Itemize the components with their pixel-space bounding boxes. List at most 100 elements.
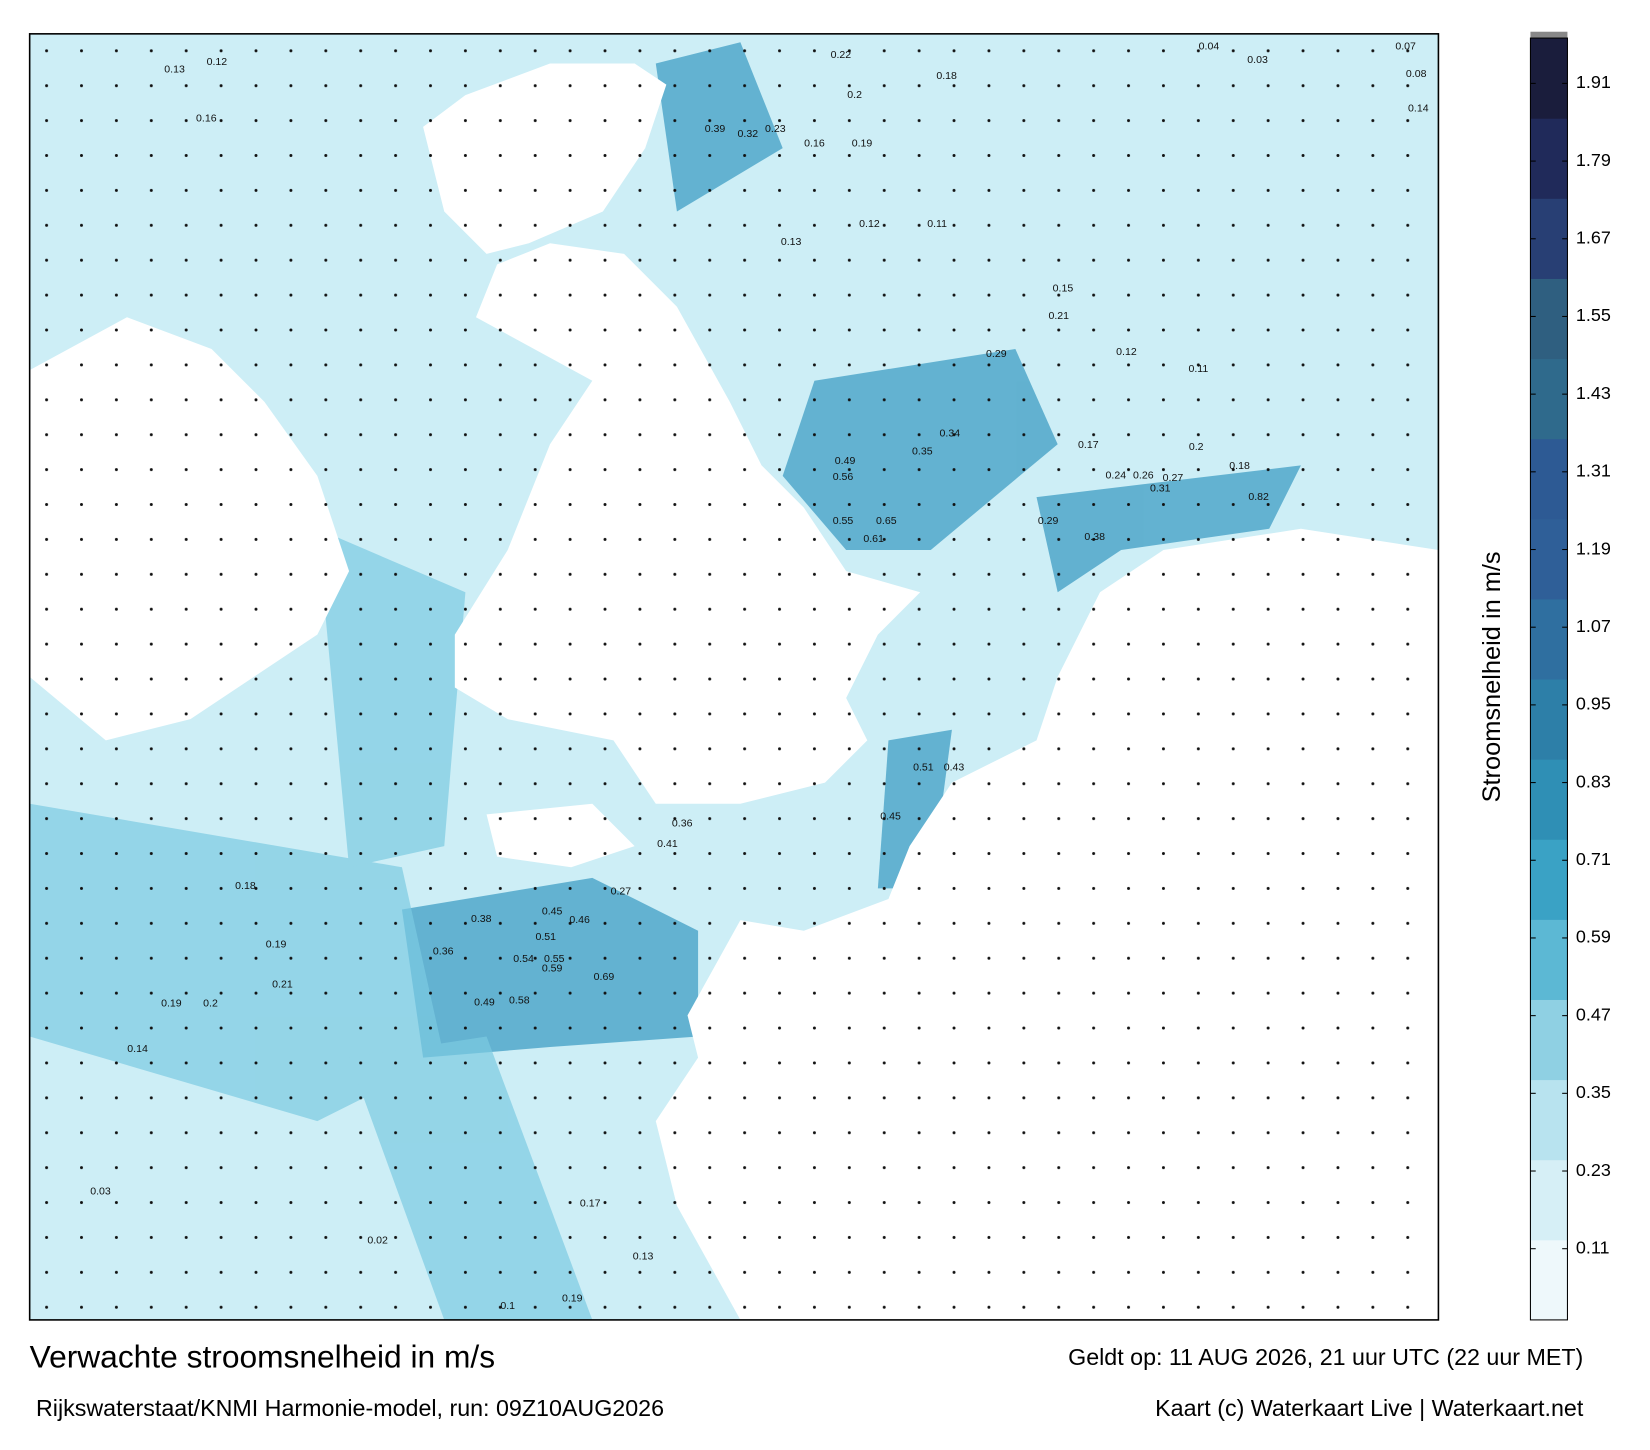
current-label: 0.27: [1163, 472, 1184, 484]
current-label: 0.24: [1106, 470, 1127, 482]
colorbar: 0.11 0.23 0.35 0.47 0.59 0.71 0.83 0.95 1.07 1.19…: [1529, 31, 1611, 1321]
current-label: 0.11: [927, 218, 947, 230]
colorbar-band: [1530, 38, 1568, 119]
colorbar-band: [1530, 999, 1568, 1081]
current-label: 0.55: [544, 953, 565, 965]
colorbar-band: [1530, 198, 1568, 279]
colorbar-band: [1530, 759, 1568, 840]
colorbar-tick-label: 1.31: [1576, 461, 1611, 481]
colorbar-band: [1530, 118, 1568, 199]
colorbar-band: [1530, 1239, 1568, 1321]
current-label: 0.13: [781, 236, 802, 248]
current-label: 0.23: [765, 123, 786, 135]
colorbar-tick-label: 1.91: [1576, 72, 1611, 92]
current-label: 0.19: [266, 938, 287, 950]
colorbar-tick-label: 0.95: [1576, 694, 1611, 714]
current-label: 0.56: [833, 471, 854, 483]
current-label: 0.51: [913, 762, 934, 774]
colorbar-band: [1530, 518, 1568, 600]
map-frame: [28, 33, 1440, 1321]
colorbar-tick-label: 1.43: [1576, 383, 1611, 403]
current-label: 0.17: [580, 1197, 601, 1209]
current-label: 0.2: [1189, 441, 1204, 453]
current-label: 0.02: [367, 1234, 388, 1246]
colorbar-tick-label: 0.23: [1576, 1160, 1611, 1180]
colorbar-frame: [1529, 37, 1568, 1321]
current-label: 0.19: [852, 138, 873, 150]
map: 0.22 0.18 0.2 0.39 0.32 0.23 0.16 0.19 0.12 0.11 0…: [29, 33, 1439, 1320]
colorbar-tick-label: 1.19: [1576, 538, 1611, 558]
colorbar-band: [1530, 598, 1568, 680]
current-label: 0.1: [500, 1300, 515, 1312]
colorbar-band: [1530, 358, 1568, 440]
current-label: 0.12: [207, 56, 228, 68]
current-label: 0.04: [1199, 40, 1220, 52]
colorbar-cap: [1530, 31, 1568, 39]
current-label: 0.35: [912, 445, 933, 457]
current-label: 0.03: [90, 1186, 111, 1198]
source: Rijkswaterstaat/KNMI Harmonie-model, run…: [36, 1395, 664, 1421]
colorbar-band: [1530, 919, 1568, 1000]
current-label: 0.08: [1406, 68, 1427, 80]
current-label: 0.55: [833, 515, 854, 527]
current-label: 0.2: [847, 89, 862, 101]
current-label: 0.61: [863, 533, 884, 545]
current-label: 0.45: [880, 810, 901, 822]
current-label: 0.22: [831, 49, 852, 61]
current-label: 0.82: [1248, 491, 1269, 503]
current-label: 0.32: [738, 128, 759, 140]
map-labels: 0.22 0.18 0.2 0.39 0.32 0.23 0.16 0.19 0.12 0.11 0…: [90, 40, 1428, 1312]
colorbar-band: [1530, 839, 1568, 920]
current-label: 0.59: [542, 963, 563, 975]
current-label: 0.36: [672, 818, 693, 830]
current-label: 0.54: [513, 953, 534, 965]
current-label: 0.12: [859, 218, 880, 230]
colorbar-tick-label: 0.47: [1576, 1004, 1611, 1024]
current-label: 0.12: [1116, 346, 1137, 358]
current-label: 0.19: [562, 1293, 583, 1305]
colorbar-tick-label: 1.79: [1576, 150, 1611, 170]
colorbar-tick-label: 1.07: [1576, 616, 1611, 636]
colorbar-label: Stroomsnelheid in m/s: [1478, 551, 1506, 802]
colorbar-band: [1530, 278, 1568, 360]
current-label: 0.13: [633, 1250, 654, 1262]
current-label: 0.16: [804, 138, 825, 150]
current-label: 0.27: [611, 885, 632, 897]
colorbar-band: [1530, 1159, 1568, 1241]
current-label: 0.31: [1150, 482, 1171, 494]
current-label: 0.16: [196, 112, 217, 124]
current-label: 0.43: [944, 762, 965, 774]
vector-grid: [29, 33, 1439, 1320]
current-label: 0.46: [569, 914, 590, 926]
current-label: 0.29: [1038, 515, 1059, 527]
colorbar-band: [1530, 1079, 1568, 1161]
valid-time: Geldt op: 11 AUG 2026, 21 uur UTC (22 uu…: [1068, 1344, 1583, 1370]
current-label: 0.26: [1133, 470, 1154, 482]
current-label: 0.39: [705, 123, 726, 135]
current-label: 0.65: [876, 515, 897, 527]
current-label: 0.51: [536, 931, 557, 943]
current-label: 0.38: [1084, 531, 1105, 543]
current-label: 0.18: [936, 70, 957, 82]
current-label: 0.2: [203, 997, 218, 1009]
colorbar-tick-label: 1.55: [1576, 305, 1611, 325]
colorbar-tick-label: 0.11: [1576, 1237, 1610, 1257]
current-label: 0.14: [127, 1043, 148, 1055]
colorbar-band: [1530, 678, 1568, 760]
current-label: 0.03: [1247, 54, 1268, 66]
current-label: 0.19: [161, 997, 182, 1009]
current-label: 0.36: [433, 946, 454, 958]
current-label: 0.29: [986, 348, 1007, 360]
current-label: 0.14: [1408, 103, 1429, 115]
current-label: 0.17: [1078, 439, 1099, 451]
current-label: 0.18: [1229, 460, 1250, 472]
current-label: 0.49: [835, 455, 856, 467]
current-label: 0.18: [235, 880, 256, 892]
credit: Kaart (c) Waterkaart Live | Waterkaart.n…: [1155, 1395, 1584, 1421]
current-label: 0.41: [657, 838, 678, 850]
colorbar-tick-label: 0.83: [1576, 771, 1611, 791]
current-label: 0.11: [1188, 363, 1208, 375]
current-label: 0.34: [940, 427, 961, 439]
current-label: 0.13: [164, 64, 185, 76]
